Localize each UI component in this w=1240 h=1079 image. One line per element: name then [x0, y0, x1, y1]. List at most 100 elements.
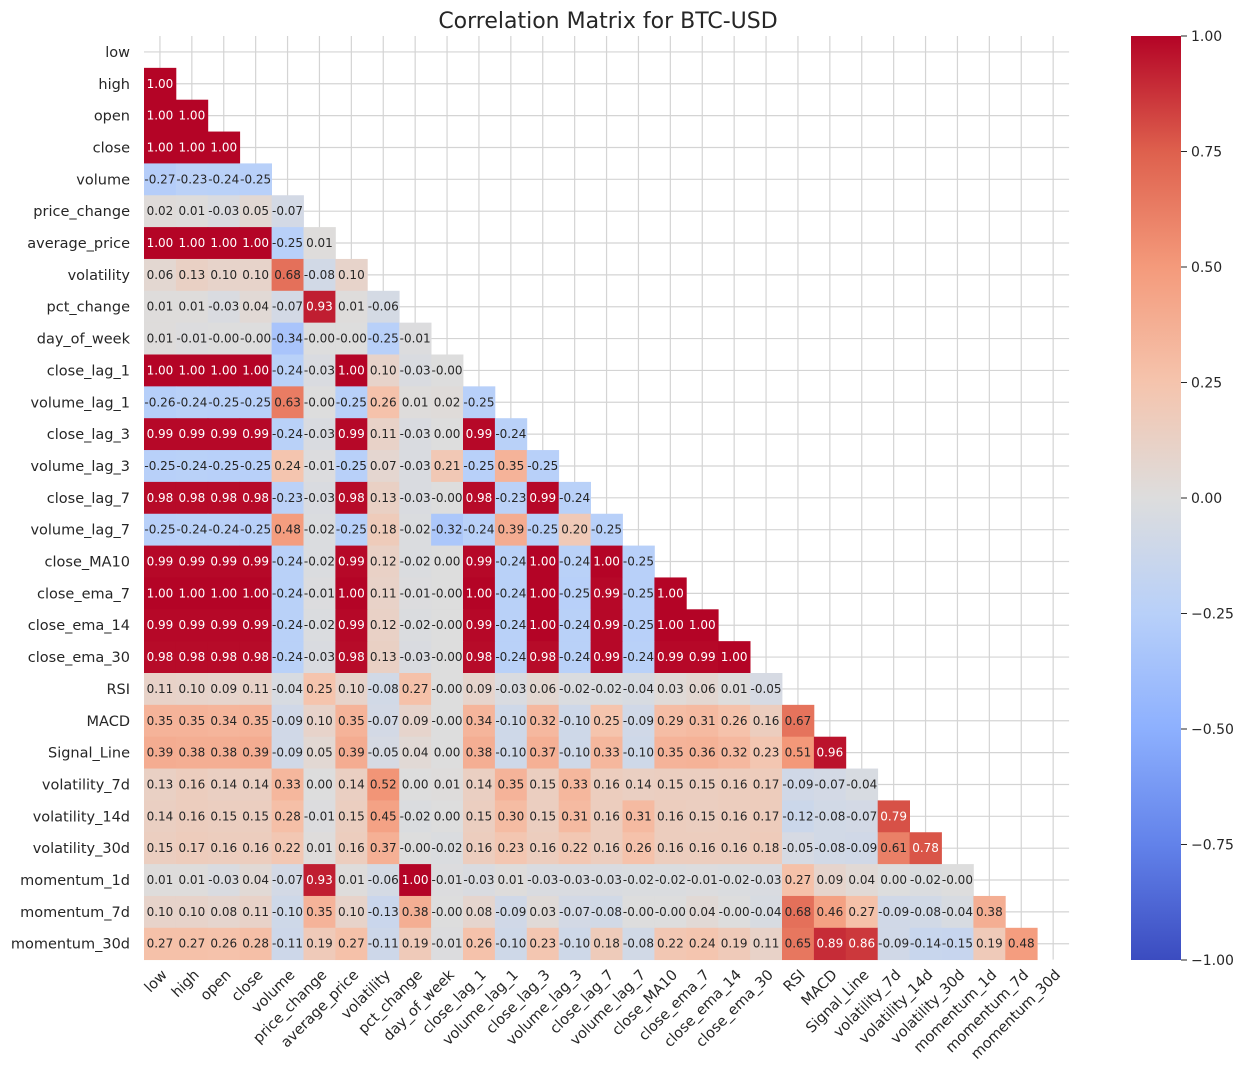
cell-value-label: 0.14: [338, 777, 365, 791]
cell-value-label: 0.99: [178, 427, 205, 441]
cell-value-label: 0.17: [753, 777, 780, 791]
heatmap-cell: [399, 386, 432, 419]
heatmap-cell: [558, 513, 591, 546]
cell-value-label: -0.24: [495, 586, 526, 600]
x-tick-label: low: [142, 967, 171, 996]
cell-value-label: 0.16: [657, 841, 684, 855]
heatmap-cell: [239, 227, 272, 260]
heatmap-cell: [239, 258, 272, 292]
heatmap-cell: [494, 832, 528, 865]
heatmap-cell: [494, 895, 528, 929]
heatmap-cell: [144, 768, 177, 801]
heatmap-cell: [144, 354, 177, 387]
heatmap-cell: [207, 768, 241, 801]
heatmap-cell: [367, 609, 400, 642]
heatmap-cell: [239, 450, 272, 483]
cell-value-label: 0.48: [274, 523, 301, 537]
heatmap-cell: [175, 864, 209, 897]
cell-value-label: 0.11: [242, 682, 269, 696]
cell-value-label: 0.25: [306, 682, 333, 696]
cell-value-label: 1.00: [242, 363, 269, 377]
cell-value-label: -0.02: [623, 873, 654, 887]
cell-value-label: -0.07: [814, 777, 845, 791]
cell-value-label: 0.16: [178, 809, 205, 823]
heatmap-cell: [207, 673, 241, 706]
cell-value-label: 0.98: [466, 491, 493, 505]
heatmap-cell: [367, 545, 400, 578]
cell-value-label: 0.39: [497, 523, 524, 537]
y-tick-label: close_lag_3: [47, 427, 130, 443]
cell-value-label: 1.00: [338, 363, 365, 377]
x-tick-label: open: [198, 967, 235, 1004]
heatmap-cell: [144, 800, 177, 833]
cell-value-label: -0.25: [559, 586, 590, 600]
cell-value-label: 0.98: [178, 491, 205, 505]
heatmap-cell: [782, 864, 815, 897]
cell-value-label: 0.18: [753, 841, 780, 855]
heatmap-cell: [367, 895, 400, 929]
heatmap-cell: [431, 481, 464, 515]
heatmap-cell: [175, 895, 209, 929]
y-tick-label: price_change: [33, 204, 130, 220]
cell-value-label: -0.24: [176, 459, 207, 473]
y-tick-label: close_MA10: [45, 555, 130, 571]
heatmap-cell: [494, 609, 528, 642]
cell-value-label: 0.09: [466, 682, 493, 696]
y-tick-label: momentum_1d: [20, 873, 130, 889]
heatmap-cell: [845, 864, 879, 897]
heatmap-cell: [271, 513, 304, 546]
heatmap-cell: [239, 163, 272, 196]
heatmap-cell: [813, 800, 847, 833]
cell-value-label: -0.25: [623, 586, 654, 600]
cell-value-label: 0.00: [434, 427, 461, 441]
heatmap-cell: [686, 609, 719, 642]
heatmap-cell: [654, 832, 687, 865]
cell-value-label: -0.25: [208, 395, 239, 409]
heatmap-cell: [686, 864, 719, 897]
cell-value-label: 0.98: [338, 491, 365, 505]
heatmap-cell: [399, 641, 432, 674]
heatmap-cell: [494, 927, 528, 961]
heatmap-cell: [239, 513, 272, 546]
cell-value-label: 0.19: [306, 937, 333, 951]
heatmap-cell: [144, 545, 177, 578]
heatmap-cell: [271, 641, 304, 674]
cell-value-label: 0.52: [370, 777, 397, 791]
cell-value-label: 0.00: [402, 777, 429, 791]
cell-value-label: -0.10: [559, 746, 590, 760]
cell-value-label: -0.25: [368, 332, 399, 346]
cell-value-label: 0.02: [434, 395, 461, 409]
heatmap-cell: [144, 195, 177, 228]
cell-value-label: 0.35: [497, 459, 524, 473]
cell-value-label: -0.24: [559, 650, 590, 664]
cell-value-label: 0.99: [657, 650, 684, 664]
heatmap-cell: [335, 450, 368, 483]
cell-value-label: -0.00: [432, 650, 463, 664]
cell-value-label: 0.16: [466, 841, 493, 855]
cell-value-label: 0.10: [242, 268, 269, 282]
cell-value-label: 0.11: [370, 427, 397, 441]
cell-value-label: 0.38: [210, 746, 237, 760]
heatmap-cell: [782, 895, 815, 929]
heatmap-cell: [526, 450, 560, 483]
cell-value-label: 1.00: [147, 140, 174, 154]
heatmap-cell: [399, 927, 432, 961]
heatmap-cell: [303, 927, 336, 961]
cell-value-label: 0.00: [880, 873, 907, 887]
heatmap-cell: [303, 832, 336, 865]
heatmap-cell: [463, 832, 496, 865]
heatmap-cell: [431, 832, 464, 865]
cell-value-label: -0.02: [304, 523, 335, 537]
cell-value-label: 1.00: [178, 109, 205, 123]
heatmap-cell: [622, 768, 655, 801]
heatmap-cell: [590, 609, 623, 642]
cell-value-label: -0.25: [336, 523, 367, 537]
heatmap-cell: [207, 195, 241, 228]
heatmap-cell: [558, 864, 591, 897]
cell-value-label: 0.28: [242, 937, 269, 951]
heatmap-cell: [877, 864, 910, 897]
heatmap-cell: [367, 864, 400, 897]
cell-value-label: 0.00: [306, 777, 333, 791]
heatmap-cell: [463, 513, 496, 546]
cell-value-label: -0.03: [304, 491, 335, 505]
